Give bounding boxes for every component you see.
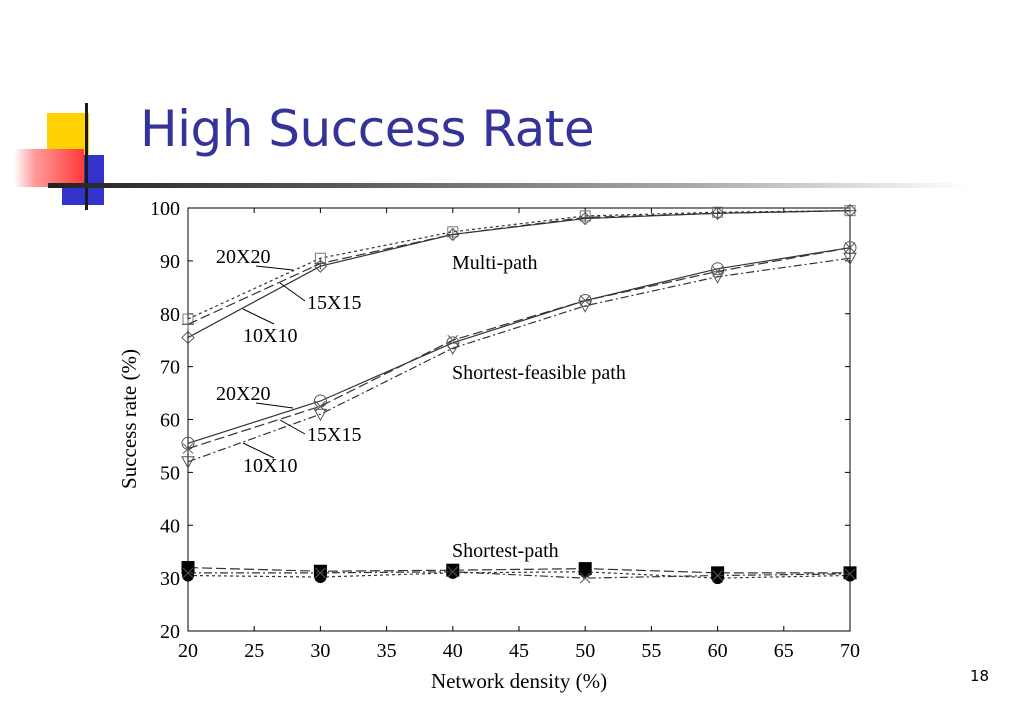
data-point [579,211,592,224]
y-tick-label: 60 [160,410,180,432]
x-tick-label: 40 [443,640,463,662]
decor-yellow-square [47,113,89,155]
x-tick-label: 70 [840,640,860,662]
decor-red-bar [14,149,84,187]
data-point [182,443,194,454]
x-tick-label: 35 [377,640,397,662]
series-line [187,210,851,339]
x-tick-label: 60 [708,640,728,662]
slide-title: High Success Rate [140,100,595,158]
series-2-2 [182,566,856,584]
data-point [579,565,592,578]
y-tick-label: 20 [160,621,180,643]
leader-20x20-multi [255,265,294,271]
series-line [187,571,851,579]
leader-15x15-multi [279,282,306,302]
y-tick-label: 70 [160,357,180,379]
data-point [843,203,857,218]
data-point [314,571,327,584]
group-label-shortest-path: Shortest-path [452,540,559,562]
annotation-leader-lines [242,265,306,459]
data-point [446,227,460,242]
annotation-20x20-feasible: 20X20 [216,383,270,405]
data-point [844,568,856,580]
leader-15x15-feasible [279,419,306,435]
data-point [182,567,194,579]
x-tick-label: 45 [509,640,529,662]
data-point [313,259,328,273]
series-0-2 [181,203,857,345]
data-point [578,300,593,313]
page-number: 18 [970,667,990,685]
group-label-multi-path: Multi-path [452,252,538,274]
series-line [187,257,851,463]
data-point [710,271,725,284]
x-tick-label: 20 [178,640,198,662]
series-line [188,571,851,579]
series-1-1 [182,242,856,454]
series-2-0 [181,561,857,580]
annotation-15x15-feasible: 15X15 [307,424,361,446]
data-point [181,330,195,345]
x-tick-label: 25 [244,640,264,662]
data-point [182,569,194,582]
y-tick-label: 50 [160,462,180,484]
x-tick-label: 55 [641,640,661,662]
axis-ticks: 20 25 30 35 40 45 50 55 60 65 70 20 30 40 50 60 70 80 90 10… [150,198,860,662]
data-point [843,252,857,266]
data-point [315,567,326,579]
y-axis-label: Success rate (%) [117,349,141,489]
y-tick-label: 80 [160,304,180,326]
data-point [181,456,195,469]
data-point [710,206,725,220]
series-2-1 [182,565,856,585]
data-point [181,436,195,450]
y-tick-label: 40 [160,515,180,537]
y-tick-label: 30 [160,568,180,590]
leader-10x10-feasible [242,442,275,459]
series-line [187,566,850,574]
title-underline [48,183,968,188]
series-layer [181,203,857,585]
annotation-20x20-multi: 20X20 [216,246,270,268]
annotation-10x10-multi: 10X10 [243,325,297,347]
x-tick-label: 50 [575,640,595,662]
x-tick-label: 65 [774,640,794,662]
data-point [578,211,592,226]
annotation-10x10-feasible: 10X10 [243,455,297,477]
data-point [446,566,459,579]
data-point [447,566,459,578]
x-tick-label: 30 [310,640,330,662]
series-1-2 [181,252,857,469]
data-point [313,394,327,408]
data-point [844,242,856,254]
series-line [187,247,851,444]
data-point [711,572,724,585]
y-tick-label: 90 [160,251,180,273]
data-point [182,318,194,331]
data-point [712,570,723,581]
data-point [844,569,856,582]
annotation-15x15-multi: 15X15 [307,292,361,314]
data-point [313,408,328,422]
y-tick-label: 100 [150,198,180,220]
leader-20x20-feasible [255,402,294,409]
series-line [187,210,851,320]
decor-vertical-line [85,103,88,210]
label-layer: Network density (%) Success rate (%) Mul… [117,246,626,693]
leader-10x10-multi [242,308,275,325]
series-line [187,247,851,450]
data-point [711,262,725,276]
data-point [445,342,460,356]
x-axis-label: Network density (%) [431,669,607,693]
data-point [579,572,591,584]
group-label-shortest-feasible: Shortest-feasible path [452,362,626,384]
